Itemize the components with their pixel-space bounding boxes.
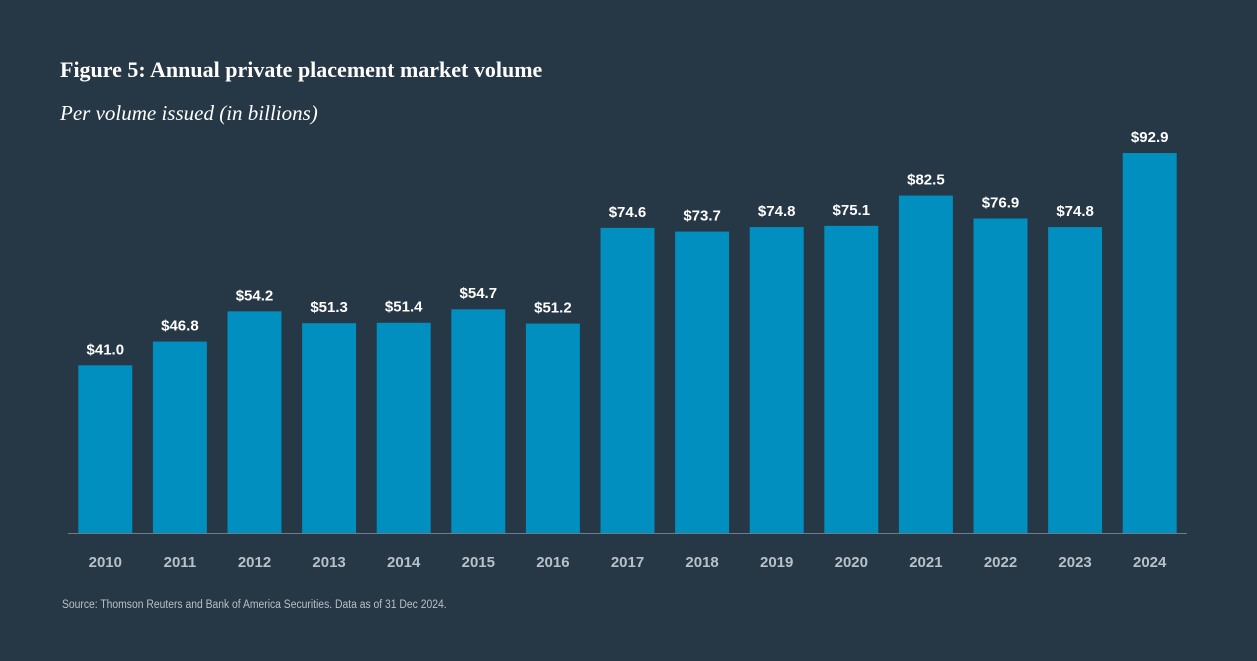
x-tick-label: 2017 [611, 554, 644, 571]
bar [152, 341, 207, 533]
x-tick-label: 2018 [685, 554, 718, 571]
bar [898, 195, 953, 533]
x-tick-label: 2016 [536, 554, 569, 571]
x-tick-label: 2021 [909, 554, 942, 571]
bar [525, 323, 580, 533]
x-tick-label: 2014 [387, 554, 421, 571]
value-label: $51.4 [385, 299, 423, 316]
x-tick-label: 2022 [984, 554, 1017, 571]
bar [749, 227, 804, 533]
bar [1122, 153, 1177, 533]
x-tick-label: 2023 [1058, 554, 1091, 571]
x-tick-label: 2013 [312, 554, 345, 571]
bar [973, 218, 1028, 533]
x-tick-label: 2020 [835, 554, 868, 571]
value-label: $41.0 [87, 341, 125, 358]
value-label: $46.8 [161, 318, 199, 335]
value-label: $73.7 [683, 208, 721, 225]
bar [302, 323, 357, 533]
bar [451, 309, 506, 533]
x-tick-label: 2015 [462, 554, 495, 571]
value-label: $51.2 [534, 300, 572, 317]
value-label: $82.5 [907, 172, 945, 189]
value-label: $54.7 [460, 285, 498, 302]
bar [824, 225, 879, 533]
x-tick-label: 2012 [238, 554, 271, 571]
value-label: $54.2 [236, 287, 274, 304]
value-label: $74.8 [758, 203, 796, 220]
source-note: Source: Thomson Reuters and Bank of Amer… [62, 599, 447, 612]
bar [600, 227, 655, 534]
bar [675, 231, 730, 533]
value-label: $74.8 [1056, 203, 1094, 220]
value-label: $75.1 [833, 202, 871, 219]
value-label: $76.9 [982, 194, 1020, 211]
value-label: $74.6 [609, 204, 647, 221]
x-tick-label: 2010 [89, 554, 122, 571]
x-tick-label: 2011 [164, 554, 197, 571]
bar [376, 322, 431, 533]
bar [78, 365, 133, 533]
value-label: $51.3 [310, 299, 348, 316]
x-tick-label: 2024 [1133, 554, 1167, 571]
chart-title: Figure 5: Annual private placement marke… [60, 57, 543, 82]
chart-subtitle: Per volume issued (in billions) [59, 101, 318, 125]
x-tick-label: 2019 [760, 554, 793, 571]
bar [227, 311, 282, 533]
bar [1048, 227, 1103, 533]
value-label: $92.9 [1131, 129, 1169, 146]
